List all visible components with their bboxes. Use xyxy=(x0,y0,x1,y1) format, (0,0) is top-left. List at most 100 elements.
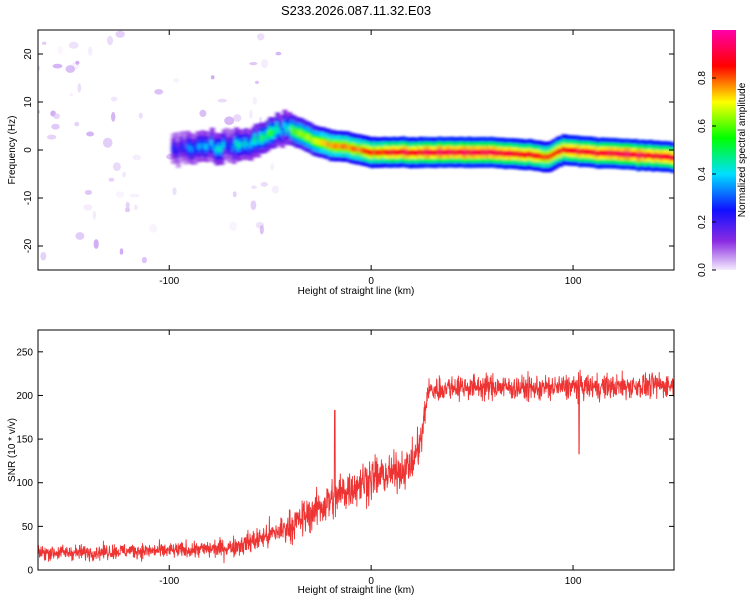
noise-blob xyxy=(270,162,275,171)
ridge-cell xyxy=(646,152,651,159)
ridge-cell xyxy=(207,143,213,150)
colorbar-label: Normalized spectral amplitude xyxy=(737,82,748,217)
ridge-cell xyxy=(403,149,409,156)
ridge-cell xyxy=(624,151,629,157)
ridge-cell xyxy=(190,146,196,153)
ridge-cell xyxy=(418,149,423,155)
ridge-cell xyxy=(515,150,520,157)
noise-blob xyxy=(224,116,235,125)
snr-ytick-label: 150 xyxy=(16,435,33,446)
ridge-cell xyxy=(326,141,331,147)
ridge-cell xyxy=(648,152,654,158)
ridge-cell xyxy=(571,147,576,154)
ridge-cell xyxy=(660,153,666,160)
ridge-cell xyxy=(389,149,394,156)
noise-blob xyxy=(229,221,238,232)
ridge-cell xyxy=(365,148,370,155)
ridge-cell xyxy=(527,151,532,158)
noise-blob xyxy=(40,251,47,261)
ridge-cell xyxy=(558,148,564,155)
heatmap-ytick-label: 20 xyxy=(23,48,34,60)
ridge-cell xyxy=(474,149,479,156)
ridge-cell xyxy=(638,152,644,158)
ridge-cell xyxy=(292,128,297,134)
ridge-cell xyxy=(430,149,436,156)
ridge-cell xyxy=(338,143,344,149)
ridge-cell xyxy=(224,140,230,147)
ridge-cell xyxy=(445,149,450,156)
noise-blob xyxy=(68,41,79,49)
ridge-cell xyxy=(617,150,622,157)
colorbar-tick-label: 0.0 xyxy=(697,263,708,277)
ridge-cell xyxy=(316,139,322,145)
noise-blob xyxy=(199,109,207,117)
snr-series-line xyxy=(38,369,674,564)
ridge-cell xyxy=(239,141,244,148)
ridge-cell xyxy=(413,150,419,156)
ridge-cell xyxy=(348,144,353,151)
noise-blob xyxy=(53,113,60,120)
ridge-cell xyxy=(481,149,486,155)
ridge-cell xyxy=(345,143,351,150)
noise-blob xyxy=(233,114,242,122)
ridge-cell xyxy=(219,146,225,153)
ridge-cell xyxy=(549,153,554,160)
noise-blob xyxy=(249,109,253,120)
noise-blob xyxy=(110,96,118,102)
chart-title: S233.2026.087.11.32.E03 xyxy=(281,3,431,18)
ridge-cell xyxy=(171,145,176,152)
ridge-cell xyxy=(360,147,365,154)
ridge-cell xyxy=(246,141,251,148)
noise-blob xyxy=(69,92,74,97)
ridge-cell xyxy=(391,149,397,155)
noise-blob xyxy=(111,111,116,122)
noise-blob xyxy=(172,187,177,196)
ridge-cell xyxy=(256,139,261,146)
ridge-cell xyxy=(336,143,341,149)
ridge-cell xyxy=(609,150,615,157)
ridge-cell xyxy=(265,132,271,139)
ridge-cell xyxy=(214,147,220,154)
snr-xlabel: Height of straight line (km) xyxy=(298,585,415,596)
ridge-cell xyxy=(534,152,540,159)
ridge-cell xyxy=(432,149,438,156)
noise-blob xyxy=(129,193,140,198)
ridge-cell xyxy=(193,146,198,152)
ridge-cell xyxy=(197,143,203,150)
noise-blob xyxy=(132,154,142,161)
ridge-cell xyxy=(260,135,266,142)
ridge-cell xyxy=(454,149,460,156)
snr-plot-area xyxy=(38,330,674,570)
ridge-cell xyxy=(331,142,336,149)
ridge-cell xyxy=(229,141,234,148)
ridge-cell xyxy=(462,149,467,156)
ridge-cell xyxy=(311,137,317,144)
ridge-cell xyxy=(353,146,358,152)
noise-blob xyxy=(93,239,99,249)
noise-blob xyxy=(92,210,96,220)
ridge-cell xyxy=(302,132,307,138)
ridge-cell xyxy=(309,135,314,142)
ridge-cell xyxy=(566,147,571,154)
ridge-cell xyxy=(355,146,360,153)
ridge-cell xyxy=(471,149,477,156)
ridge-cell xyxy=(399,149,404,155)
snr-ylabel: SNR (10 * v/v) xyxy=(7,418,18,482)
ridge-cell xyxy=(273,129,278,136)
ridge-cell xyxy=(258,135,264,141)
heatmap-xtick-label: 0 xyxy=(368,276,374,287)
ridge-cell xyxy=(602,150,608,157)
noise-blob xyxy=(217,98,227,103)
ridge-cell xyxy=(437,148,443,155)
ridge-cell xyxy=(340,143,346,150)
ridge-cell xyxy=(420,149,426,156)
ridge-cell xyxy=(588,148,593,155)
noise-blob xyxy=(57,45,63,55)
noise-blob xyxy=(249,62,258,66)
ridge-cell xyxy=(181,143,186,150)
noise-blob xyxy=(252,96,258,105)
noise-blob xyxy=(256,33,265,41)
noise-blob xyxy=(251,185,257,189)
ridge-cell xyxy=(386,149,392,156)
ridge-cell xyxy=(251,139,256,146)
